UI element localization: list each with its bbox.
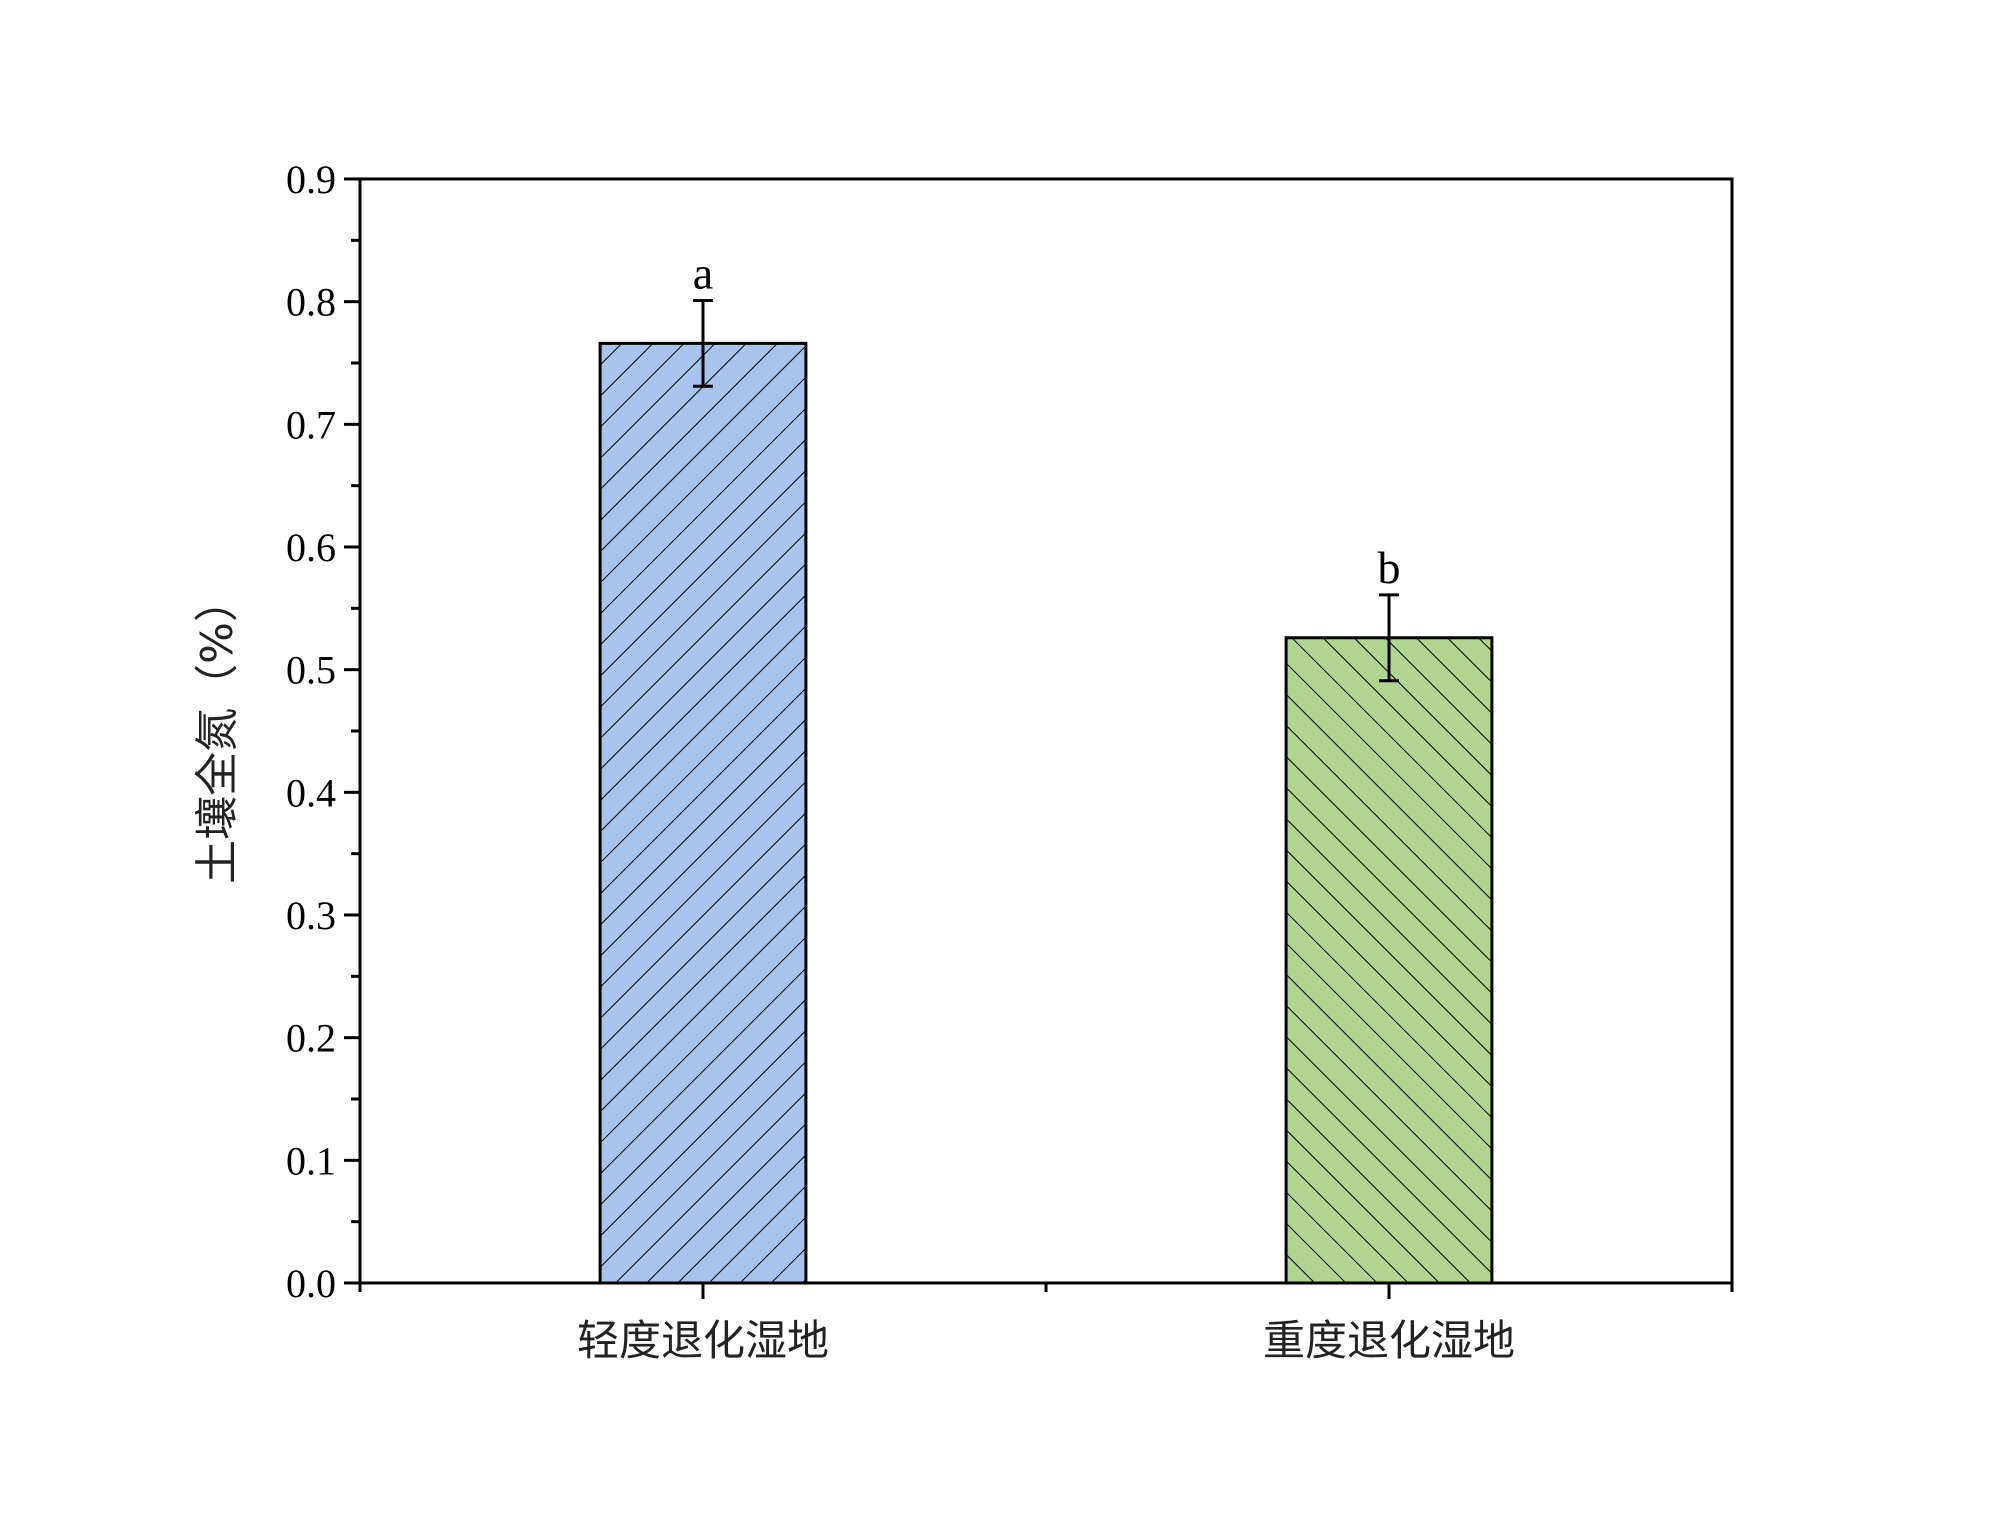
significance-label: b [1378,542,1401,593]
significance-label: a [693,247,713,298]
y-tick-label: 0.0 [286,1261,336,1306]
y-tick-label: 0.6 [286,525,336,570]
plot-frame [358,177,1734,1285]
y-tick-label: 0.2 [286,1016,336,1061]
y-tick-label: 0.8 [286,280,336,325]
x-tick-label: 轻度退化湿地 [577,1316,829,1365]
y-tick-label: 0.4 [286,770,336,815]
y-tick-label: 0.3 [286,893,336,938]
x-tick-label: 重度退化湿地 [1263,1316,1515,1365]
y-tick-label: 0.9 [286,157,336,202]
bar-hatch [598,341,808,1285]
bar-hatch [1284,636,1494,1285]
y-tick-label: 0.7 [286,402,336,447]
y-axis-label: 土壤全氮（%） [192,578,243,884]
y-tick-label: 0.1 [286,1138,336,1183]
y-tick-label: 0.5 [286,648,336,693]
